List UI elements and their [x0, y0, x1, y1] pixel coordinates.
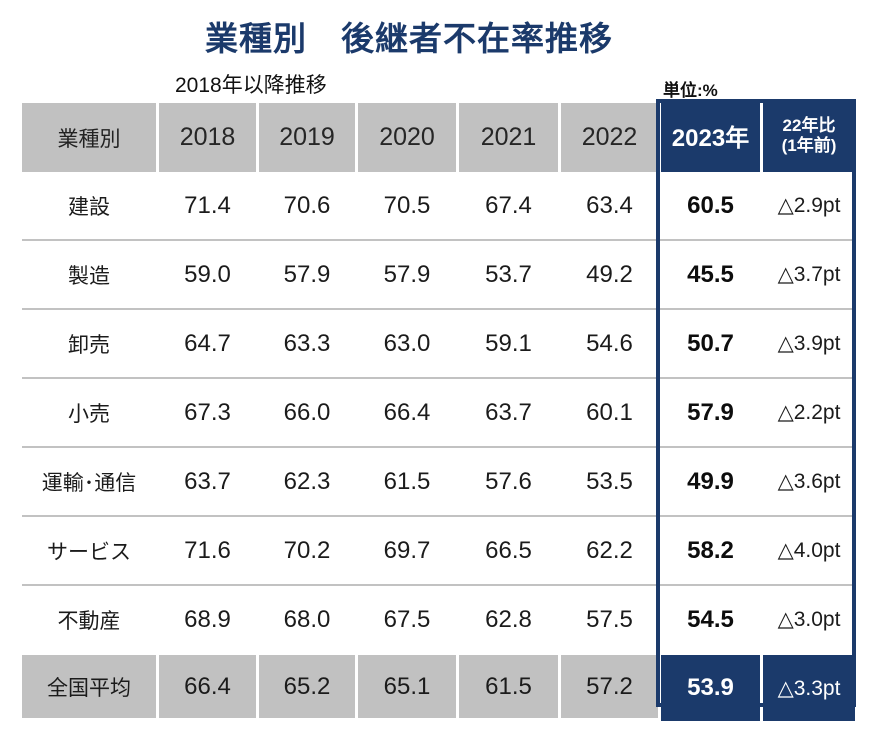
value-2022: 57.2: [561, 655, 658, 718]
value-2023: 45.5: [687, 260, 734, 288]
value-comparison: △4.0pt: [777, 539, 841, 562]
industry-label: サービス: [47, 540, 131, 564]
value-2018: 63.7: [184, 467, 231, 495]
table-row-national-average: 全国平均 66.4 65.2 65.1 61.5 57.2 53.9 △3.3p…: [22, 655, 856, 721]
value-2020: 66.4: [383, 398, 431, 426]
value-2022: 60.1: [586, 398, 633, 426]
value-2019: 70.2: [283, 536, 331, 564]
header-2019: 2019: [259, 103, 355, 172]
value-comparison: △3.9pt: [777, 332, 841, 355]
value-2018: 64.7: [184, 329, 231, 357]
subtitle-since-2018: 2018年以降推移: [175, 74, 327, 97]
value-comparison: △3.0pt: [777, 608, 841, 631]
table-row-manufacturing: 製造 59.0 57.9 57.9 53.7 49.2 45.5 △3.7pt: [22, 239, 856, 308]
value-comparison: △3.7pt: [777, 263, 841, 286]
value-2019: 62.3: [283, 467, 331, 495]
table-row-services: サービス 71.6 70.2 69.7 66.5 62.2 58.2 △4.0p…: [22, 515, 856, 584]
value-2021: 62.8: [485, 605, 532, 633]
value-2021: 61.5: [459, 655, 558, 718]
value-2019: 70.6: [283, 191, 331, 219]
value-2022: 63.4: [586, 191, 633, 219]
value-2020: 61.5: [383, 467, 431, 495]
value-2018: 59.0: [184, 260, 231, 288]
unit-label: 単位:%: [663, 81, 718, 100]
industry-label: 建設: [68, 195, 110, 219]
value-2021: 57.6: [485, 467, 532, 495]
value-2018: 66.4: [159, 655, 256, 718]
value-2022: 62.2: [586, 536, 633, 564]
header-2020: 2020: [358, 103, 456, 172]
value-2020: 69.7: [383, 536, 431, 564]
industry-label: 卸売: [68, 333, 110, 357]
industry-label: 運輸･通信: [41, 471, 137, 495]
value-2020: 67.5: [383, 605, 431, 633]
value-comparison: △2.9pt: [777, 194, 841, 217]
value-2023: 49.9: [687, 467, 734, 495]
value-2020: 70.5: [383, 191, 431, 219]
value-2019: 57.9: [283, 260, 331, 288]
header-comparison-line1: 22年比: [782, 115, 836, 135]
value-2022: 53.5: [586, 467, 633, 495]
table-row-transport-communication: 運輸･通信 63.7 62.3 61.5 57.6 53.5 49.9 △3.6…: [22, 446, 856, 515]
value-2023: 58.2: [687, 536, 734, 564]
value-2019: 63.3: [283, 329, 331, 357]
value-2023: 57.9: [687, 398, 734, 426]
industry-label: 全国平均: [22, 655, 156, 718]
value-2022: 54.6: [586, 329, 633, 357]
value-2021: 66.5: [485, 536, 532, 564]
header-comparison: 22年比 (1年前): [763, 99, 855, 172]
value-comparison: △3.6pt: [777, 470, 841, 493]
value-2023: 50.7: [687, 329, 734, 357]
page-title: 業種別 後継者不在率推移: [205, 20, 613, 57]
value-2022: 49.2: [586, 260, 633, 288]
value-2021: 63.7: [485, 398, 532, 426]
header-comparison-line2: (1年前): [781, 135, 837, 155]
value-2021: 59.1: [485, 329, 532, 357]
value-2021: 67.4: [485, 191, 532, 219]
value-2023: 53.9: [661, 655, 760, 721]
value-2018: 71.4: [184, 191, 231, 219]
table-row-real-estate: 不動産 68.9 68.0 67.5 62.8 57.5 54.5 △3.0pt: [22, 584, 856, 653]
header-2023: 2023年: [661, 99, 760, 172]
value-2018: 67.3: [184, 398, 231, 426]
industry-label: 小売: [68, 402, 110, 426]
industry-label: 製造: [68, 264, 110, 288]
value-2022: 57.5: [586, 605, 633, 633]
header-2021: 2021: [459, 103, 558, 172]
value-2018: 68.9: [184, 605, 231, 633]
value-2020: 57.9: [383, 260, 431, 288]
value-comparison: △2.2pt: [777, 401, 841, 424]
table-row-wholesale: 卸売 64.7 63.3 63.0 59.1 54.6 50.7 △3.9pt: [22, 308, 856, 377]
value-comparison: △3.3pt: [763, 655, 855, 721]
table-row-construction: 建設 71.4 70.6 70.5 67.4 63.4 60.5 △2.9pt: [22, 172, 856, 239]
table-header-row: 業種別 2018 2019 2020 2021 2022 2023年 22年比 …: [22, 99, 856, 172]
value-2019: 66.0: [283, 398, 331, 426]
table-row-retail: 小売 67.3 66.0 66.4 63.7 60.1 57.9 △2.2pt: [22, 377, 856, 446]
value-2019: 65.2: [259, 655, 355, 718]
value-2023: 60.5: [687, 191, 734, 219]
value-2020: 65.1: [358, 655, 456, 718]
industry-label: 不動産: [57, 609, 121, 633]
value-2023: 54.5: [687, 605, 734, 633]
value-2021: 53.7: [485, 260, 532, 288]
header-2022: 2022: [561, 103, 658, 172]
industry-table: 業種別 2018 2019 2020 2021 2022 2023年 22年比 …: [22, 99, 856, 721]
value-2020: 63.0: [383, 329, 431, 357]
value-2019: 68.0: [283, 605, 331, 633]
header-2018: 2018: [159, 103, 256, 172]
header-industry: 業種別: [22, 103, 156, 172]
value-2018: 71.6: [184, 536, 231, 564]
